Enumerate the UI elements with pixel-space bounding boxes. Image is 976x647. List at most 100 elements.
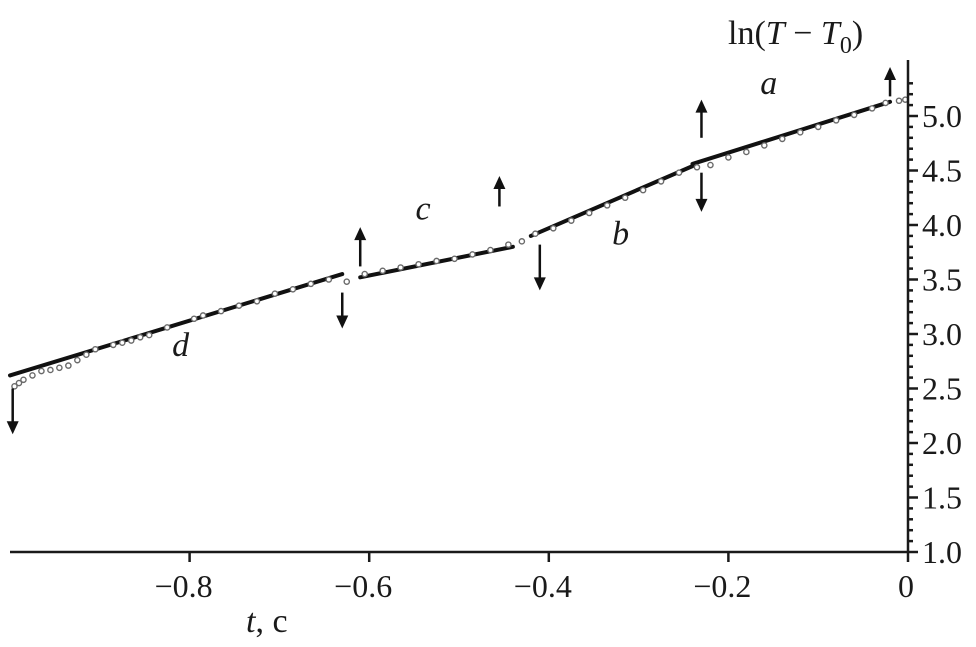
data-point xyxy=(657,178,665,185)
data-point xyxy=(549,224,557,232)
data-point xyxy=(532,230,539,238)
y-tick-label: 2.0 xyxy=(922,425,962,461)
arrow-head xyxy=(533,277,546,291)
arrow-down xyxy=(336,292,349,329)
arrow-head xyxy=(493,175,506,189)
y-tick-label: 3.0 xyxy=(922,316,962,352)
y-axis-title-fn: ln( xyxy=(728,15,766,52)
data-point xyxy=(743,148,750,156)
x-tick-label: −0.2 xyxy=(693,568,751,604)
data-point xyxy=(469,251,476,258)
x-axis-variable: t xyxy=(246,603,257,640)
arrow-head xyxy=(354,227,367,241)
data-point xyxy=(379,267,386,275)
data-point xyxy=(397,264,404,271)
arrow-head xyxy=(695,99,708,113)
segment-label-c: c xyxy=(416,191,431,228)
data-point xyxy=(11,383,18,390)
data-points xyxy=(11,96,909,390)
data-point xyxy=(882,99,889,107)
data-point xyxy=(850,111,858,119)
data-point xyxy=(289,286,297,293)
data-point xyxy=(253,297,261,305)
arrow-up xyxy=(695,99,708,138)
data-point xyxy=(487,246,494,254)
data-point xyxy=(693,163,701,171)
arrow-head xyxy=(6,421,19,435)
plot-area: a b c d xyxy=(6,65,909,435)
y-axis-title-close: ) xyxy=(852,15,863,52)
data-point xyxy=(778,135,786,143)
y-tick-label: 4.0 xyxy=(922,207,962,243)
segment-label-d: d xyxy=(172,327,190,364)
data-point xyxy=(92,345,99,353)
x-axis-ticks: −0.8 −0.6 −0.4 −0.2 0 xyxy=(155,552,914,604)
arrow-down xyxy=(533,244,546,291)
data-point xyxy=(118,339,126,347)
x-tick-label: 0 xyxy=(898,568,914,604)
data-point xyxy=(725,154,732,161)
y-axis-title-sub: 0 xyxy=(840,33,852,59)
x-axis-unit: , c xyxy=(255,603,287,640)
fit-lines xyxy=(8,99,893,378)
data-point xyxy=(585,209,593,217)
segment-label-b: b xyxy=(612,216,629,253)
data-point xyxy=(199,312,207,319)
data-point xyxy=(621,194,629,202)
y-tick-label: 2.5 xyxy=(922,371,962,407)
y-tick-label: 5.0 xyxy=(922,98,962,134)
arrow-up xyxy=(884,66,897,97)
data-point xyxy=(639,186,647,194)
data-point xyxy=(74,356,81,364)
data-point xyxy=(65,362,72,369)
arrow-head xyxy=(884,66,897,80)
data-point xyxy=(567,217,575,224)
segment-label-a: a xyxy=(760,65,777,102)
data-point xyxy=(47,366,54,374)
fit-line-a xyxy=(690,99,893,166)
data-point xyxy=(361,270,369,278)
data-point xyxy=(190,315,198,323)
y-axis-title-minus: − xyxy=(785,15,821,52)
x-tick-label: −0.4 xyxy=(514,568,572,604)
data-point xyxy=(235,302,243,309)
data-point xyxy=(127,337,135,344)
data-point xyxy=(29,372,36,379)
data-point xyxy=(451,255,458,263)
fit-line-d xyxy=(8,272,345,378)
data-point xyxy=(761,142,768,149)
data-point xyxy=(675,169,683,176)
data-point xyxy=(343,278,351,285)
data-point xyxy=(38,367,45,375)
fit-line-b xyxy=(528,164,695,238)
arrow-up xyxy=(354,227,367,267)
data-point xyxy=(217,307,225,315)
y-axis-title: ln(T − T0) xyxy=(728,15,863,59)
data-point xyxy=(814,123,822,131)
y-tick-label: 4.5 xyxy=(922,153,962,189)
data-point xyxy=(796,129,804,136)
arrow-head xyxy=(695,198,708,212)
data-point xyxy=(518,238,526,245)
data-point xyxy=(20,376,27,384)
y-tick-label: 1.0 xyxy=(922,534,962,570)
arrow-down xyxy=(695,172,708,212)
data-point xyxy=(163,324,171,331)
data-point xyxy=(307,280,315,288)
y-axis-ticks: 1.0 1.5 2.0 2.5 3.0 3.5 4.0 4.5 5.0 xyxy=(908,82,962,570)
axes: −0.8 −0.6 −0.4 −0.2 0 1.0 1.5 2.0 2.5 3.0 3.5 4.0 4… xyxy=(10,60,962,604)
arrow-down xyxy=(6,388,19,435)
data-point xyxy=(707,161,714,169)
y-tick-label: 3.5 xyxy=(922,262,962,298)
segment-labels: a b c d xyxy=(172,65,777,364)
data-point xyxy=(832,117,840,124)
data-point xyxy=(868,105,876,112)
x-axis-title: t, c xyxy=(246,603,288,640)
x-tick-label: −0.8 xyxy=(155,568,213,604)
data-point xyxy=(271,290,279,297)
data-point xyxy=(15,379,23,387)
data-point xyxy=(433,257,440,265)
data-point xyxy=(415,260,422,268)
data-point xyxy=(145,331,153,339)
